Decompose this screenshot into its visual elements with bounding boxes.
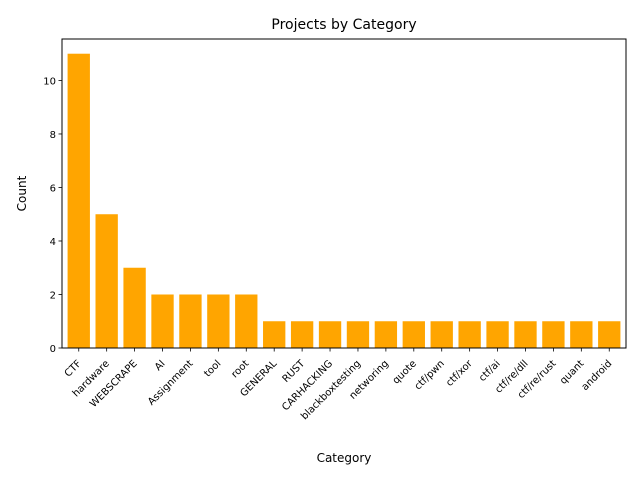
x-tick-label-5: tool	[202, 358, 223, 379]
bar-14	[458, 321, 481, 348]
bar-18	[570, 321, 593, 348]
y-axis: 0 2 4 6 8 10	[43, 76, 62, 355]
bar-6	[235, 294, 258, 348]
y-tick-label-1: 2	[50, 290, 56, 301]
bar-5	[207, 294, 230, 348]
bar-1	[95, 214, 118, 348]
bar-3	[151, 294, 174, 348]
bar-0	[67, 53, 90, 348]
bar-8	[290, 321, 314, 348]
x-tick-label-19: android	[580, 358, 615, 393]
y-tick-label-2: 4	[50, 237, 56, 248]
y-axis-label: Count	[15, 175, 29, 211]
y-tick-label-5: 10	[43, 76, 56, 87]
bar-7	[263, 321, 286, 348]
y-tick-label-4: 8	[50, 130, 56, 141]
bar-15	[486, 321, 509, 348]
bar-13	[430, 321, 453, 348]
x-tick-label-3: AI	[153, 358, 168, 373]
chart-title: Projects by Category	[271, 17, 416, 33]
x-axis-label: Category	[317, 451, 372, 465]
bar-16	[514, 321, 537, 348]
plot-frame	[61, 38, 627, 349]
bar-17	[542, 321, 565, 348]
x-tick-label-15: ctf/ai	[477, 358, 503, 384]
x-tick-label-13: ctf/pwn	[413, 358, 447, 392]
bar-9	[318, 321, 342, 348]
bar-10	[346, 321, 370, 348]
bar-12	[402, 321, 425, 348]
x-tick-label-6: root	[229, 358, 251, 380]
bars-group	[67, 53, 621, 348]
bar-4	[179, 294, 202, 348]
bar-2	[123, 267, 146, 348]
x-tick-label-14: ctf/xor	[444, 358, 475, 389]
y-tick-label-0: 0	[50, 344, 56, 355]
bar-19	[598, 321, 621, 348]
x-tick-label-0: CTF	[63, 358, 84, 379]
y-tick-label-3: 6	[50, 183, 56, 194]
bar-11	[374, 321, 398, 348]
